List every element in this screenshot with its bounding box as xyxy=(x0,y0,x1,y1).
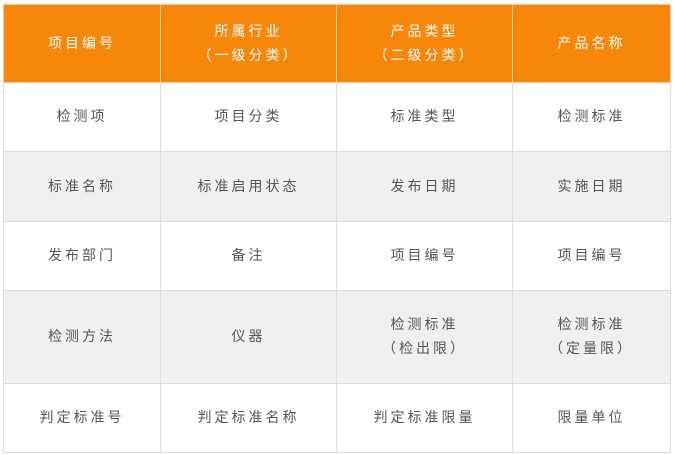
table-cell: 标准名称 xyxy=(3,151,161,222)
cell-text-line: （一级分类） xyxy=(197,47,300,64)
table-cell: 判定标准名称 xyxy=(160,383,337,453)
table-row: 检测方法 仪器 检测标准 （检出限） 检测标准 （定量限） xyxy=(3,290,671,384)
header-row: 项目编号 所属行业 （一级分类） 产品类型 （二级分类） 产品名称 xyxy=(3,4,671,83)
table-cell: 备注 xyxy=(160,221,337,291)
cell-text-line: 实施日期 xyxy=(557,178,626,195)
cell-text-line: （定量限） xyxy=(549,341,634,357)
field-table: 项目编号 所属行业 （一级分类） 产品类型 （二级分类） 产品名称 检测项 项目分类 标准类型… xyxy=(3,4,671,453)
table-cell: 发布部门 xyxy=(3,221,161,291)
table-row: 标准名称 标准启用状态 发布日期 实施日期 xyxy=(3,151,671,222)
table-cell: 项目编号 xyxy=(512,221,671,291)
table-cell: 限量单位 xyxy=(512,383,671,453)
cell-text-line: 项目编号 xyxy=(557,248,626,264)
table-cell: 标准启用状态 xyxy=(160,151,337,222)
cell-text-line: 发布日期 xyxy=(390,178,459,195)
cell-text-line: 项目编号 xyxy=(48,35,116,52)
cell-text-line: 限量单位 xyxy=(557,410,626,426)
cell-text-line: 判定标准号 xyxy=(39,410,125,426)
cell-text-line: 产品类型 xyxy=(390,23,459,40)
table-row: 发布部门 备注 项目编号 项目编号 xyxy=(3,221,671,291)
header-cell: 产品名称 xyxy=(512,4,671,83)
cell-text-line: 检测方法 xyxy=(48,329,116,345)
cell-text-line: （二级分类） xyxy=(373,47,476,64)
cell-text-line: 判定标准名称 xyxy=(197,410,300,426)
table-cell: 判定标准限量 xyxy=(336,383,513,453)
table-cell: 仪器 xyxy=(160,290,337,384)
table-cell: 检测标准 （定量限） xyxy=(512,290,671,384)
cell-text-line: （检出限） xyxy=(382,341,467,357)
cell-text-line: 标准名称 xyxy=(48,178,116,195)
table-row: 检测项 项目分类 标准类型 检测标准 xyxy=(3,82,671,152)
table-cell: 标准类型 xyxy=(336,82,513,152)
table-cell: 实施日期 xyxy=(512,151,671,222)
cell-text-line: 仪器 xyxy=(231,329,266,345)
cell-text-line: 项目分类 xyxy=(214,109,283,125)
table-row: 判定标准号 判定标准名称 判定标准限量 限量单位 xyxy=(3,383,671,453)
table-cell: 检测项 xyxy=(3,82,161,152)
cell-text-line: 判定标准限量 xyxy=(373,410,476,426)
table-cell: 项目编号 xyxy=(336,221,513,291)
cell-text-line: 检测标准 xyxy=(557,317,626,333)
header-cell: 项目编号 xyxy=(3,4,161,83)
table-cell: 检测标准 （检出限） xyxy=(336,290,513,384)
cell-text-line: 检测标准 xyxy=(390,317,459,333)
cell-text-line: 标准类型 xyxy=(390,109,459,125)
table-cell: 检测方法 xyxy=(3,290,161,384)
header-cell: 产品类型 （二级分类） xyxy=(336,4,513,83)
table-cell: 检测标准 xyxy=(512,82,671,152)
cell-text-line: 标准启用状态 xyxy=(197,178,300,195)
cell-text-line: 发布部门 xyxy=(48,248,116,264)
table-cell: 发布日期 xyxy=(336,151,513,222)
cell-text-line: 项目编号 xyxy=(390,248,459,264)
cell-text-line: 检测标准 xyxy=(557,109,626,125)
cell-text-line: 备注 xyxy=(231,248,266,264)
table-cell: 项目分类 xyxy=(160,82,337,152)
cell-text-line: 产品名称 xyxy=(557,35,626,52)
cell-text-line: 检测项 xyxy=(56,109,108,125)
cell-text-line: 所属行业 xyxy=(214,23,283,40)
header-cell: 所属行业 （一级分类） xyxy=(160,4,337,83)
table-cell: 判定标准号 xyxy=(3,383,161,453)
